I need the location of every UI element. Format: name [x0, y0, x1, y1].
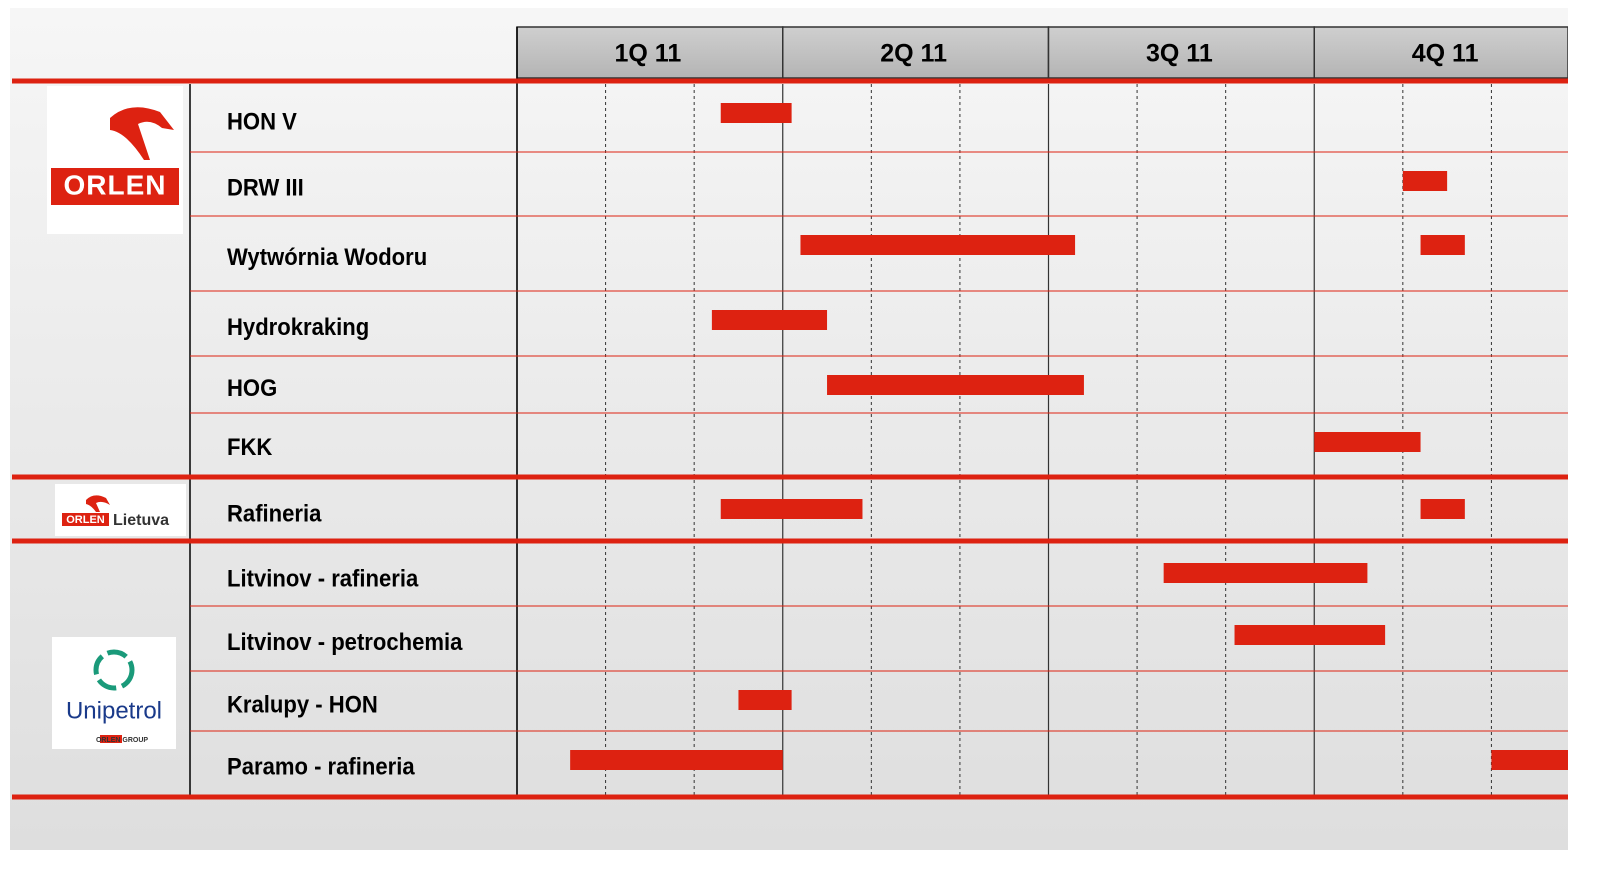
task-label: Rafineria	[227, 499, 322, 526]
bar	[1314, 432, 1421, 452]
group-separator	[12, 474, 1568, 480]
logo-sub: ORLEN GROUP	[96, 737, 148, 744]
logo-eagle	[110, 107, 174, 160]
period-label: 4Q 11	[1412, 40, 1479, 68]
task-label: Wytwórnia Wodoru	[227, 243, 427, 270]
logo-box	[47, 86, 183, 234]
bar	[827, 375, 1084, 395]
logo-badge	[100, 735, 122, 743]
task-label: Litvinov - petrochemia	[227, 628, 463, 655]
period-header	[516, 26, 784, 79]
bar	[1234, 625, 1386, 645]
logo-text: Unipetrol	[66, 697, 162, 724]
logo-eagle	[86, 495, 110, 512]
bar	[720, 499, 863, 519]
logo-text: ORLEN	[66, 514, 105, 526]
bar	[1491, 750, 1568, 770]
task-label: Paramo - rafineria	[227, 752, 415, 779]
bar	[570, 750, 783, 770]
task-label: Kralupy - HON	[227, 690, 378, 717]
task-label: DRW III	[227, 173, 304, 200]
period-label: 2Q 11	[880, 40, 947, 68]
group-separator	[12, 78, 1568, 84]
period-label: 1Q 11	[615, 40, 682, 68]
task-label: Hydrokraking	[227, 313, 369, 340]
period-header	[1313, 26, 1568, 79]
bar	[1420, 235, 1465, 255]
bar	[738, 690, 792, 710]
task-label: HOG	[227, 374, 277, 401]
logo-box	[55, 484, 186, 536]
bar	[1402, 171, 1448, 191]
group-separator	[12, 538, 1568, 544]
logo-mark	[93, 649, 135, 691]
gantt-chart: 1Q 11 2Q 11 3Q 11 4Q 11 HON V DRW III Wytwórni…	[10, 8, 1568, 850]
logo-badge	[51, 168, 179, 205]
bar	[711, 310, 828, 330]
task-label: HON V	[227, 107, 297, 134]
period-header	[1047, 26, 1315, 79]
logo-box	[52, 637, 176, 749]
bar	[1420, 499, 1465, 519]
period-label: 3Q 11	[1146, 40, 1213, 68]
task-label: FKK	[227, 433, 273, 460]
bar	[800, 235, 1076, 255]
period-header	[782, 26, 1050, 79]
bar	[1163, 563, 1368, 583]
bar	[720, 103, 792, 123]
group-separator	[12, 794, 1568, 800]
task-label: Litvinov - rafineria	[227, 564, 418, 591]
logo-badge	[62, 513, 109, 526]
logo-sub: Lietuva	[113, 512, 169, 529]
logo-text: ORLEN	[64, 169, 167, 200]
